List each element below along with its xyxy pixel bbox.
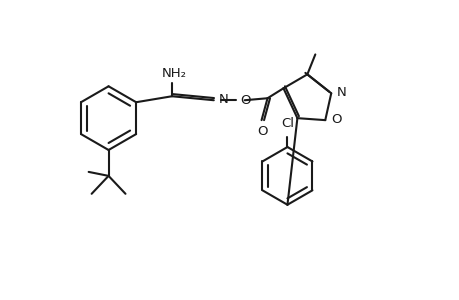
Text: Cl: Cl bbox=[280, 117, 293, 130]
Text: N: N bbox=[218, 93, 228, 106]
Text: O: O bbox=[240, 94, 251, 107]
Text: O: O bbox=[257, 125, 267, 138]
Text: N: N bbox=[336, 86, 346, 99]
Text: NH₂: NH₂ bbox=[161, 67, 186, 80]
Text: O: O bbox=[330, 112, 341, 126]
